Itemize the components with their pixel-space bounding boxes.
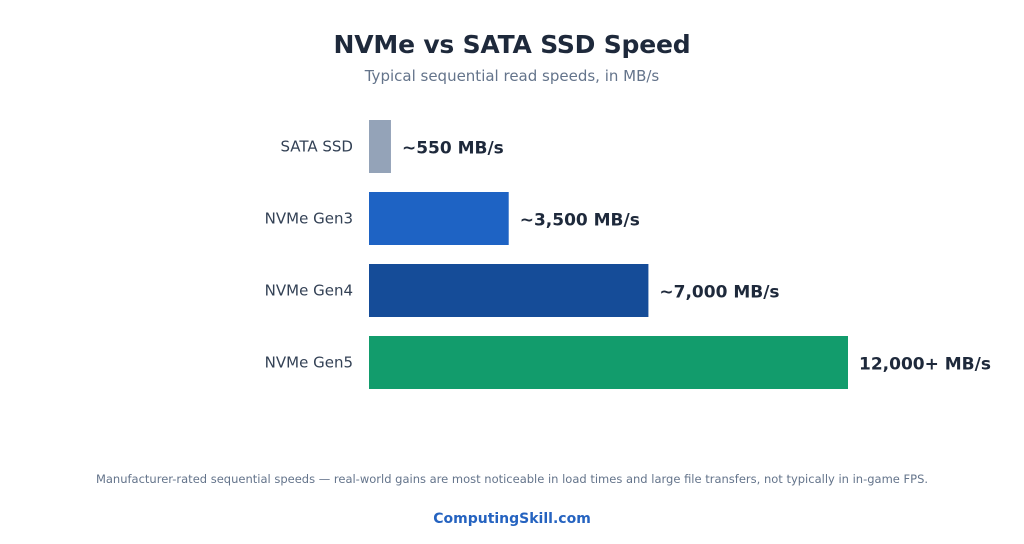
category-label-nvme-gen3: NVMe Gen3 xyxy=(265,210,353,228)
bar-nvme-gen3 xyxy=(369,192,509,245)
bar-chart: SATA SSD ~550 MB/s NVMe Gen3 ~3,500 MB/s NVM… xyxy=(265,120,991,389)
value-label-nvme-gen4: ~7,000 MB/s xyxy=(659,283,779,303)
category-label-nvme-gen5: NVMe Gen5 xyxy=(265,354,353,372)
category-label-nvme-gen4: NVMe Gen4 xyxy=(265,282,353,300)
bar-nvme-gen4 xyxy=(369,264,649,317)
brand-link[interactable]: ComputingSkill.com xyxy=(433,511,591,527)
value-label-sata-ssd: ~550 MB/s xyxy=(402,139,504,159)
value-label-nvme-gen5: 12,000+ MB/s xyxy=(859,355,991,375)
category-label-sata-ssd: SATA SSD xyxy=(280,138,353,156)
value-label-nvme-gen3: ~3,500 MB/s xyxy=(520,211,640,231)
chart-title: NVMe vs SATA SSD Speed xyxy=(333,30,691,59)
bar-nvme-gen5 xyxy=(369,336,848,389)
footnote: Manufacturer-rated sequential speeds — r… xyxy=(95,472,929,486)
bar-sata-ssd xyxy=(369,120,391,173)
chart-subtitle: Typical sequential read speeds, in MB/s xyxy=(364,67,660,85)
